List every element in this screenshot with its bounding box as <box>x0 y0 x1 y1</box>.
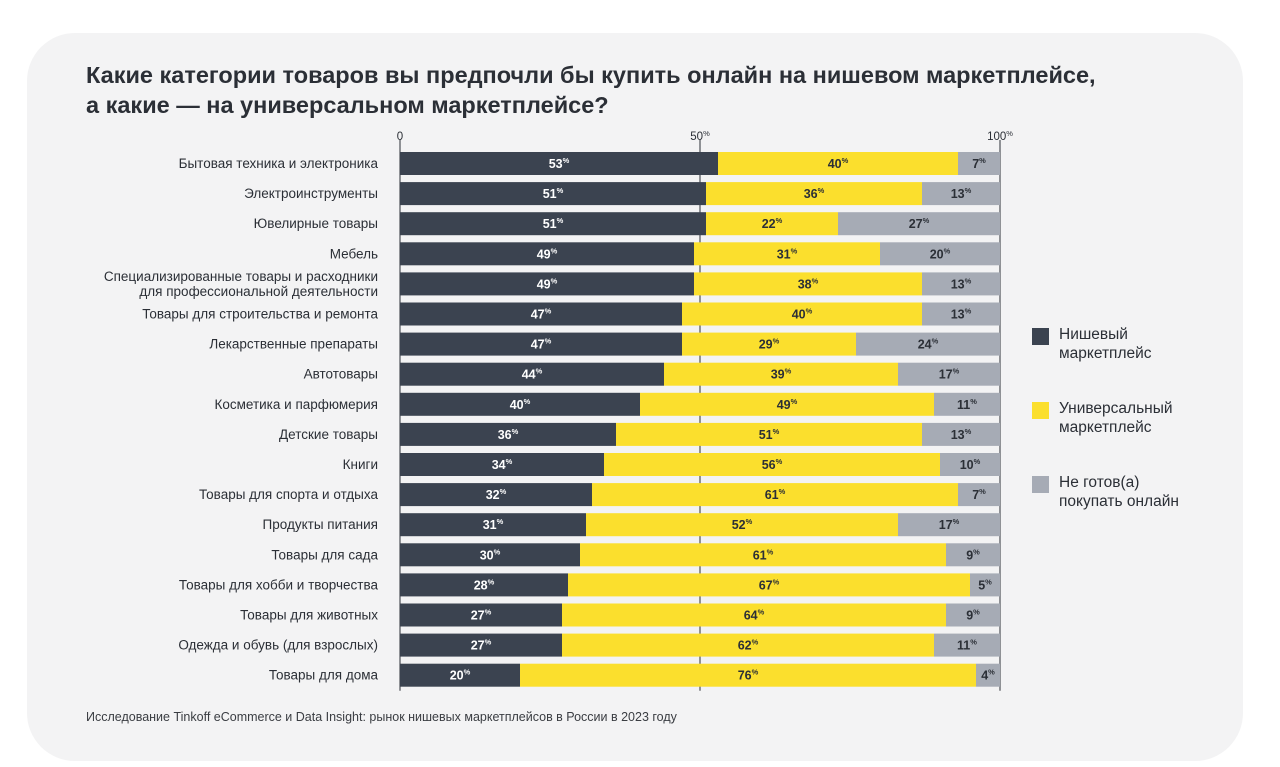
bar-9-series-2 <box>922 422 1000 446</box>
bar-13-series-0 <box>400 543 580 567</box>
category-label-15: Товары для животных <box>240 608 378 623</box>
category-label-14: Товары для хобби и творчества <box>179 577 379 592</box>
bar-15-series-1 <box>562 603 946 627</box>
category-label-3: Мебель <box>330 246 378 261</box>
bar-9-series-0 <box>400 422 616 446</box>
bar-12-series-2 <box>898 513 1000 537</box>
bar-5-series-2 <box>922 302 1000 326</box>
bar-6-series-0 <box>400 332 682 356</box>
legend-label-universal-line-2: маркетплейс <box>1059 419 1152 436</box>
bar-1-series-0 <box>400 182 706 206</box>
bar-3-series-2 <box>880 242 1000 266</box>
chart-title: Какие категории товаров вы предпочли бы … <box>86 60 1186 120</box>
bar-16-series-2 <box>934 633 1000 657</box>
category-label-4: Специализированные товары и расходники дл… <box>104 269 378 299</box>
bar-10-series-0 <box>400 453 604 476</box>
bar-11-series-0 <box>400 483 592 507</box>
category-label-6: Лекарственные препараты <box>209 337 378 352</box>
bar-5-series-0 <box>400 302 682 326</box>
bar-11-series-1 <box>592 483 958 507</box>
legend-label-niche-line-1: Нишевый <box>1059 326 1128 343</box>
category-label-8: Косметика и парфюмерия <box>215 397 379 412</box>
category-label-2: Ювелирные товары <box>254 216 378 231</box>
tick-label-100: 100% <box>987 129 1013 143</box>
bar-13-series-1 <box>580 543 946 567</box>
bar-6-series-2 <box>856 332 1000 356</box>
bar-14-series-1 <box>568 573 970 597</box>
bar-2-series-2 <box>838 212 1000 236</box>
bar-2-series-1 <box>706 212 838 236</box>
bar-3-series-0 <box>400 242 694 266</box>
category-label-11: Товары для спорта и отдыха <box>199 487 378 502</box>
bar-14-series-0 <box>400 573 568 597</box>
category-label-0: Бытовая техника и электроника <box>179 156 379 171</box>
bar-13-series-2 <box>946 543 1000 567</box>
category-label-17: Товары для дома <box>269 668 379 683</box>
bar-1-series-1 <box>706 182 922 206</box>
bar-4-series-0 <box>400 272 694 296</box>
chart-title-line-2: а какие — на универсальном маркетплейсе? <box>86 92 609 118</box>
bar-0-series-0 <box>400 152 718 175</box>
legend-label-niche-line-2: маркетплейс <box>1059 345 1152 362</box>
chart-title-line-1: Какие категории товаров вы предпочли бы … <box>86 62 1096 88</box>
source-note: Исследование Tinkoff eCommerce и Data In… <box>86 710 677 724</box>
category-label-10: Книги <box>343 457 378 472</box>
bar-16-series-1 <box>562 633 934 657</box>
bar-15-series-0 <box>400 603 562 627</box>
bar-11-series-2 <box>958 483 1000 507</box>
bar-8-series-1 <box>640 392 934 416</box>
legend-swatch-niche <box>1032 328 1049 345</box>
category-label-13: Товары для сада <box>271 547 378 562</box>
category-label-1: Электроинструменты <box>244 186 378 201</box>
tick-label-0: 0 <box>397 131 403 143</box>
bar-7-series-0 <box>400 362 664 386</box>
bar-17-series-2 <box>976 663 1000 687</box>
bar-17-series-1 <box>520 663 976 687</box>
bar-4-series-2 <box>922 272 1000 296</box>
bar-10-series-2 <box>940 453 1000 476</box>
bar-15-series-2 <box>946 603 1000 627</box>
bar-6-series-1 <box>682 332 856 356</box>
bar-3-series-1 <box>694 242 880 266</box>
legend-label-universal: Универсальный маркетплейс <box>1059 399 1239 437</box>
tick-label-50: 50% <box>690 129 710 143</box>
category-label-16: Одежда и обувь (для взрослых) <box>178 638 378 653</box>
bar-0-series-2 <box>958 152 1000 175</box>
category-label-9: Детские товары <box>279 427 378 442</box>
legend-label-niche: Нишевый маркетплейс <box>1059 325 1239 363</box>
category-label-5: Товары для строительства и ремонта <box>142 307 378 322</box>
category-label-12: Продукты питания <box>263 517 378 532</box>
legend-label-not-ready: Не готов(а) покупать онлайн <box>1059 473 1239 511</box>
category-label-7: Автотовары <box>304 367 378 382</box>
bar-5-series-1 <box>682 302 922 326</box>
bar-12-series-0 <box>400 513 586 537</box>
bar-7-series-2 <box>898 362 1000 386</box>
bar-9-series-1 <box>616 422 922 446</box>
bar-8-series-0 <box>400 392 640 416</box>
legend-label-universal-line-1: Универсальный <box>1059 400 1173 417</box>
bar-7-series-1 <box>664 362 898 386</box>
bar-1-series-2 <box>922 182 1000 206</box>
bar-8-series-2 <box>934 392 1000 416</box>
legend-label-not-ready-line-1: Не готов(а) <box>1059 474 1140 491</box>
bar-0-series-1 <box>718 152 958 175</box>
bar-12-series-1 <box>586 513 898 537</box>
bar-14-series-2 <box>970 573 1000 597</box>
legend-label-not-ready-line-2: покупать онлайн <box>1059 493 1179 510</box>
bar-17-series-0 <box>400 663 520 687</box>
bar-10-series-1 <box>604 453 940 476</box>
legend-swatch-universal <box>1032 402 1049 419</box>
bar-2-series-0 <box>400 212 706 236</box>
bar-16-series-0 <box>400 633 562 657</box>
bar-4-series-1 <box>694 272 922 296</box>
legend-swatch-not-ready <box>1032 476 1049 493</box>
